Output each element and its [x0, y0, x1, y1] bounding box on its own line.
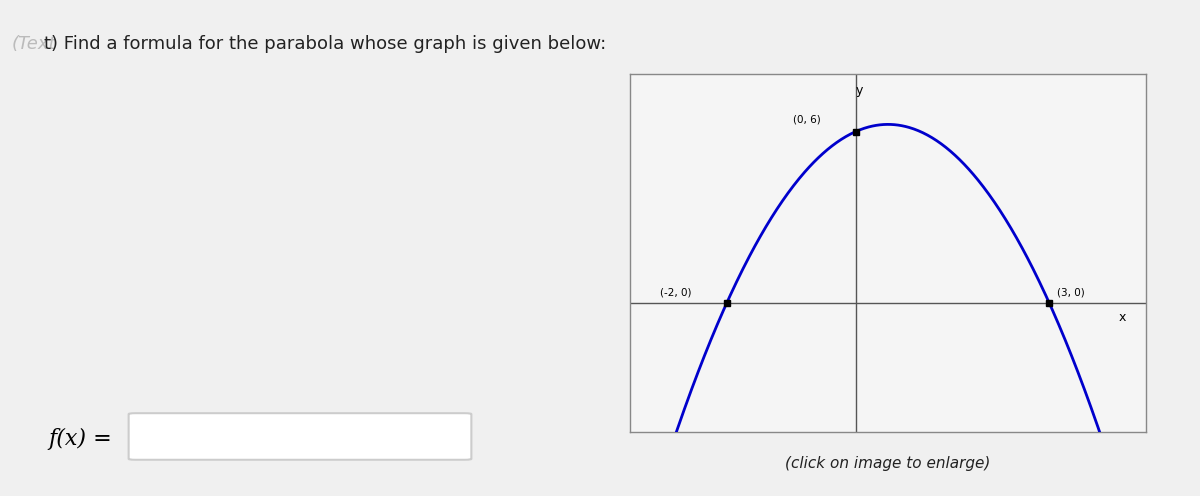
Text: (Text: (Text — [12, 35, 56, 53]
Text: (click on image to enlarge): (click on image to enlarge) — [785, 456, 991, 471]
Text: t) Find a formula for the parabola whose graph is given below:: t) Find a formula for the parabola whose… — [44, 35, 607, 53]
FancyBboxPatch shape — [128, 413, 472, 460]
Text: (3, 0): (3, 0) — [1057, 288, 1085, 298]
Text: (-2, 0): (-2, 0) — [660, 288, 691, 298]
Text: f(x) =: f(x) = — [48, 428, 112, 450]
Text: x: x — [1120, 310, 1127, 324]
Text: y: y — [856, 84, 863, 97]
Text: (0, 6): (0, 6) — [792, 115, 821, 125]
